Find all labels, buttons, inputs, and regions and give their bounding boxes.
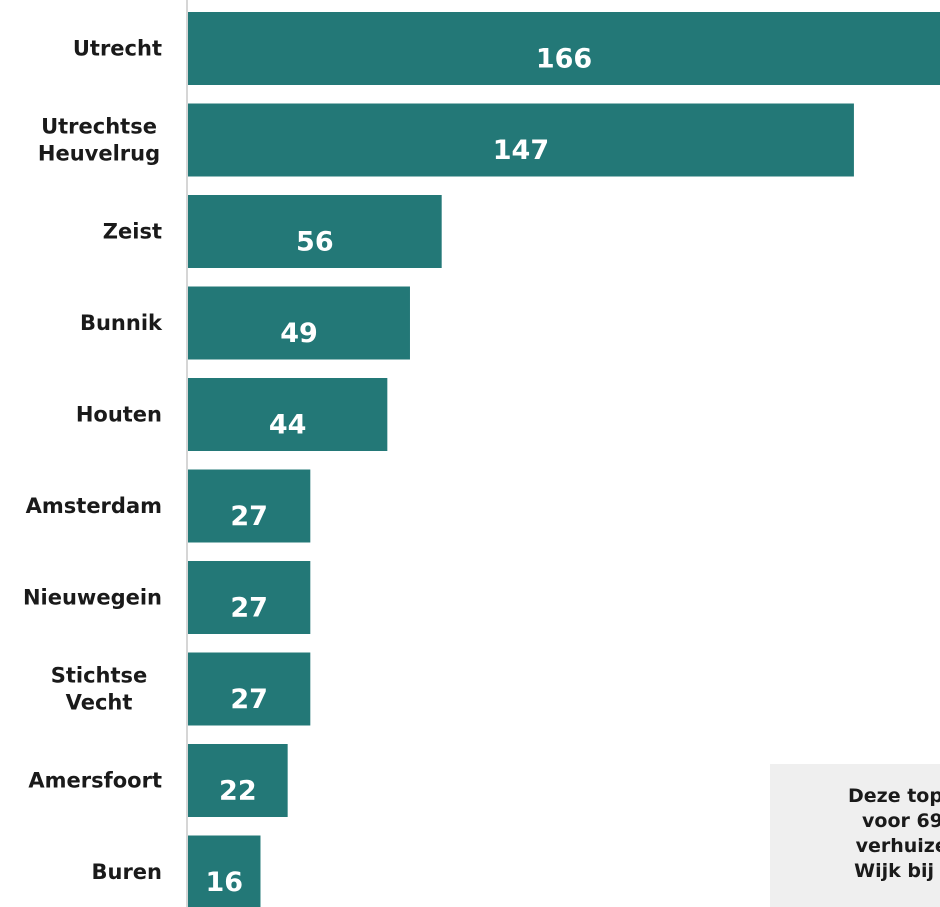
- bar: [188, 195, 442, 268]
- category-label-line: Stichtse: [51, 664, 148, 688]
- category-label-line: Nieuwegein: [23, 586, 162, 610]
- category-labels-group: Utrecht Utrechtse Heuvelrug Zeist Bunnik Hout…: [23, 37, 163, 885]
- value-labels-group: 166 147 56 49 44 27 27 27 22 16: [205, 44, 592, 899]
- data-label: 166: [536, 44, 592, 75]
- category-label-line: Amsterdam: [26, 494, 162, 518]
- bar: [188, 561, 311, 634]
- note-line: verhuizers: [855, 835, 940, 857]
- category-label-line: Utrechtse: [41, 115, 157, 139]
- bar: [188, 103, 854, 177]
- bar: [188, 652, 311, 726]
- note-line: voor 69%: [862, 810, 940, 832]
- note-box: Deze top 10 voor 69% verhuizers Wijk bij…: [770, 764, 940, 907]
- data-label: 49: [280, 318, 318, 349]
- category-label-line: Vecht: [66, 691, 133, 715]
- note-line: Wijk bij Du: [854, 860, 940, 882]
- category-label: Amersfoort: [28, 769, 162, 793]
- data-label: 27: [230, 593, 268, 624]
- category-label: Nieuwegein: [23, 586, 162, 610]
- category-label: Utrechtse Heuvelrug: [38, 115, 160, 166]
- category-label: Zeist: [103, 220, 162, 244]
- bars-group: [188, 12, 940, 907]
- data-label: 56: [296, 227, 334, 258]
- category-label-line: Houten: [76, 403, 162, 427]
- category-label-line: Utrecht: [73, 37, 162, 61]
- category-label: Stichtse Vecht: [51, 664, 148, 715]
- category-label-line: Buren: [91, 860, 162, 884]
- bar: [188, 378, 388, 451]
- bar: [188, 835, 261, 907]
- category-label: Amsterdam: [26, 494, 162, 518]
- note-text: Deze top 10 voor 69% verhuizers Wijk bij…: [782, 784, 940, 884]
- category-label-line: Zeist: [103, 220, 162, 244]
- bar: [188, 469, 311, 543]
- bar: [188, 12, 940, 85]
- category-label: Houten: [76, 403, 162, 427]
- category-label-line: Amersfoort: [28, 769, 162, 793]
- bar: [188, 744, 288, 817]
- data-label: 16: [205, 867, 243, 898]
- data-label: 27: [230, 684, 268, 715]
- category-label: Buren: [91, 860, 162, 884]
- category-label: Bunnik: [80, 311, 163, 335]
- category-label-line: Heuvelrug: [38, 142, 160, 166]
- data-label: 22: [219, 776, 257, 807]
- data-label: 27: [230, 501, 268, 532]
- data-label: 44: [269, 410, 307, 441]
- bar: [188, 286, 410, 360]
- category-label-line: Bunnik: [80, 311, 163, 335]
- category-label: Utrecht: [73, 37, 162, 61]
- note-line: Deze top 10: [847, 785, 940, 807]
- data-label: 147: [493, 135, 549, 166]
